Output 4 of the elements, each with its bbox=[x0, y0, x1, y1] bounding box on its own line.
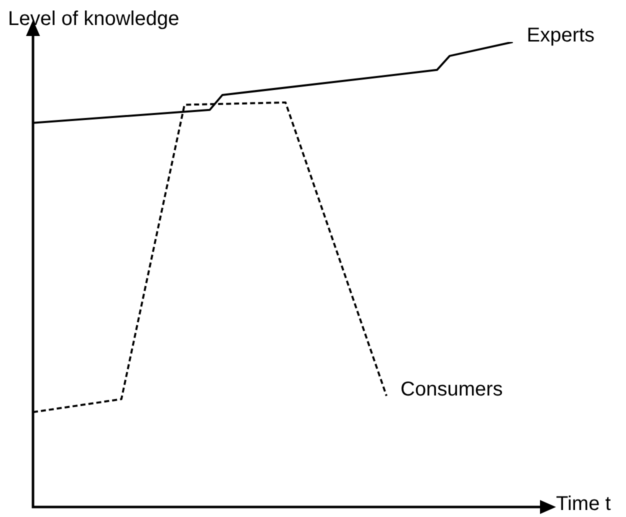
x-axis-title: Time t bbox=[556, 493, 611, 516]
y-axis-title: Level of knowledge bbox=[8, 8, 180, 31]
series-label: Experts bbox=[526, 24, 595, 47]
series-label: Consumers bbox=[400, 378, 503, 400]
